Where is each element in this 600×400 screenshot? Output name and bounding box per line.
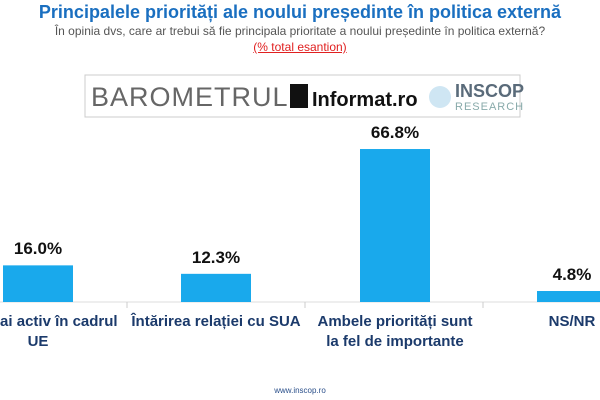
value-label: 16.0% [13,239,63,259]
value-label: 4.8% [552,265,592,284]
bar [360,149,430,302]
bar [3,265,73,302]
banner-right-top: INSCOP [455,81,524,101]
x-tick-label: Ambele priorități sunt la fel de importa… [317,313,473,350]
bar [537,291,600,302]
subtitle: În opinia dvs, care ar trebui să fie pri… [54,24,546,38]
note: (% total esantion) [253,40,347,54]
x-tick-label: NS/NR [548,313,596,330]
banner-middle: Informat.ro [312,89,418,111]
chart-title: Principalele priorități ale noului preșe… [38,2,562,22]
bar [181,273,251,302]
value-label: 12.3% [191,247,241,267]
x-tick-label: Rol mai activ în cadrul UE [0,313,118,350]
inscop-icon [429,86,451,108]
informat-icon [290,84,308,108]
banner-left: BAROMETRUL [91,82,289,112]
value-label: 66.8% [370,123,420,143]
x-tick-label: Întărirea relației cu SUA [131,313,301,330]
footer: www.inscop.ro [274,386,326,395]
banner-right-bottom: RESEARCH [455,101,524,113]
